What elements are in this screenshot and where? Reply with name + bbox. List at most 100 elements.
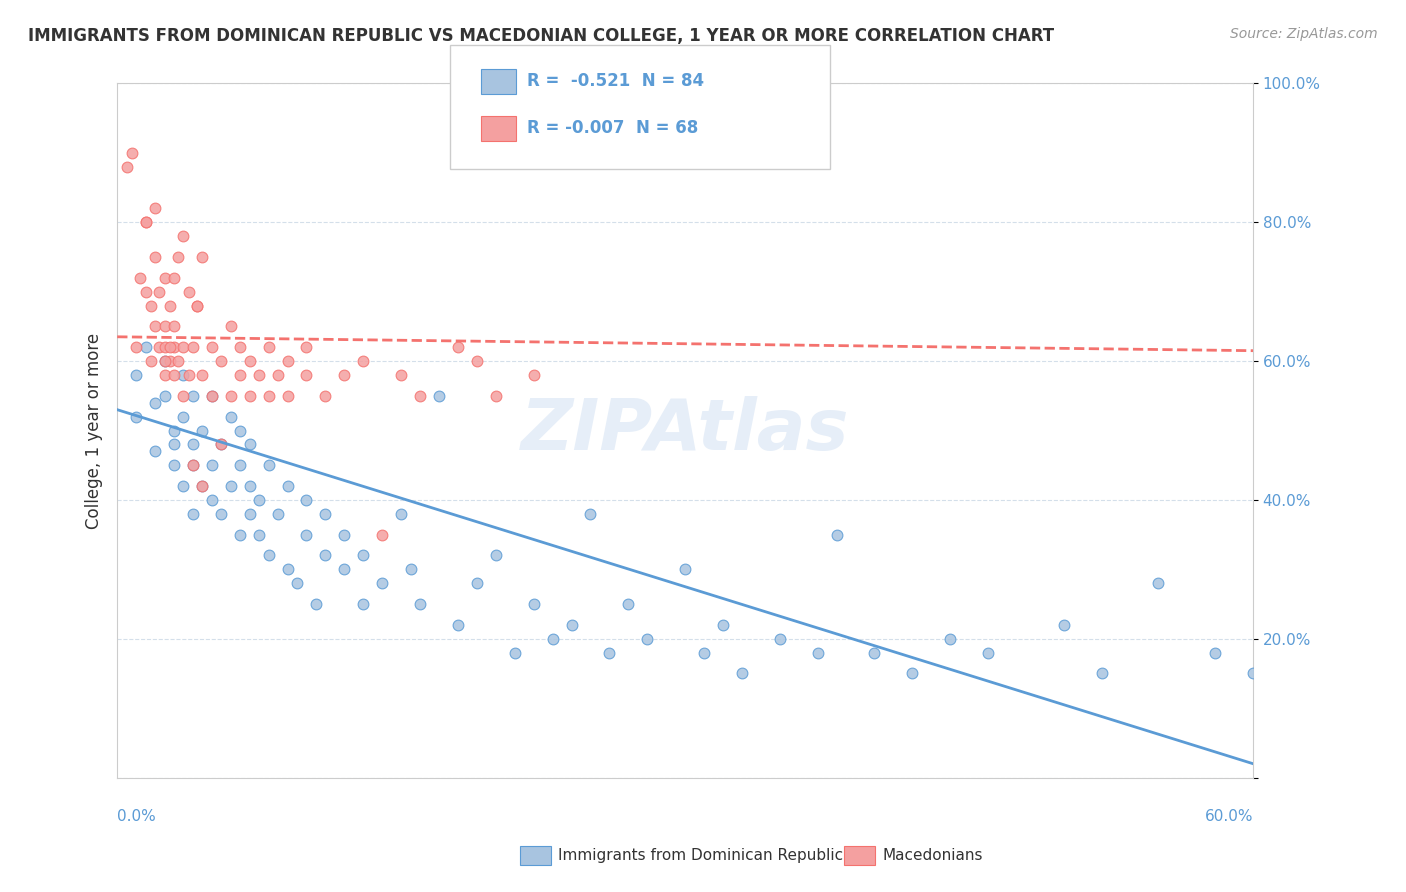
Point: [863, 646, 886, 660]
Point: [153, 319, 176, 334]
Point: [219, 409, 242, 424]
Point: [172, 389, 194, 403]
Point: [153, 389, 176, 403]
Point: [352, 597, 374, 611]
Point: [352, 549, 374, 563]
Text: ZIPAtlas: ZIPAtlas: [520, 396, 849, 465]
Point: [939, 632, 962, 646]
Point: [181, 458, 204, 473]
Point: [219, 319, 242, 334]
Point: [201, 389, 224, 403]
Point: [285, 576, 308, 591]
Point: [159, 299, 181, 313]
Point: [181, 507, 204, 521]
Point: [125, 409, 148, 424]
Point: [247, 492, 270, 507]
Point: [201, 389, 224, 403]
Point: [148, 340, 170, 354]
Point: [181, 389, 204, 403]
Point: [769, 632, 792, 646]
Point: [485, 389, 508, 403]
Point: [314, 507, 336, 521]
Point: [267, 507, 290, 521]
Point: [617, 597, 640, 611]
Point: [115, 160, 138, 174]
Point: [186, 299, 208, 313]
Point: [191, 250, 214, 264]
Point: [1053, 618, 1076, 632]
Point: [191, 479, 214, 493]
Point: [295, 340, 318, 354]
Point: [977, 646, 1000, 660]
Point: [141, 354, 163, 368]
Point: [523, 368, 546, 382]
Point: [153, 340, 176, 354]
Point: [163, 437, 186, 451]
Point: [135, 215, 157, 229]
Point: [277, 479, 299, 493]
Point: [125, 368, 148, 382]
Point: [191, 368, 214, 382]
Point: [711, 618, 734, 632]
Point: [731, 666, 754, 681]
Point: [1204, 646, 1226, 660]
Point: [135, 340, 157, 354]
Point: [229, 340, 252, 354]
Point: [352, 354, 374, 368]
Point: [447, 618, 470, 632]
Point: [673, 562, 696, 576]
Point: [163, 270, 186, 285]
Point: [257, 340, 280, 354]
Point: [409, 597, 432, 611]
Point: [1299, 687, 1322, 701]
Point: [179, 368, 201, 382]
Point: [1090, 666, 1112, 681]
Point: [191, 479, 214, 493]
Point: [143, 202, 166, 216]
Text: IMMIGRANTS FROM DOMINICAN REPUBLIC VS MACEDONIAN COLLEGE, 1 YEAR OR MORE CORRELA: IMMIGRANTS FROM DOMINICAN REPUBLIC VS MA…: [28, 27, 1054, 45]
Point: [229, 458, 252, 473]
Point: [172, 368, 194, 382]
Point: [277, 389, 299, 403]
Point: [181, 437, 204, 451]
Point: [277, 354, 299, 368]
Point: [186, 299, 208, 313]
Point: [153, 270, 176, 285]
Point: [163, 319, 186, 334]
Point: [143, 250, 166, 264]
Point: [201, 492, 224, 507]
Point: [219, 479, 242, 493]
Point: [172, 229, 194, 244]
Point: [333, 368, 356, 382]
Point: [257, 458, 280, 473]
Point: [181, 340, 204, 354]
Point: [239, 437, 262, 451]
Point: [201, 340, 224, 354]
Point: [447, 340, 470, 354]
Point: [163, 340, 186, 354]
Point: [560, 618, 582, 632]
Point: [399, 562, 422, 576]
Point: [541, 632, 564, 646]
Point: [163, 424, 186, 438]
Text: 0.0%: 0.0%: [117, 809, 156, 824]
Point: [636, 632, 658, 646]
Point: [427, 389, 450, 403]
Point: [371, 527, 394, 541]
Point: [143, 444, 166, 458]
Point: [229, 527, 252, 541]
Point: [209, 437, 232, 451]
Point: [314, 549, 336, 563]
Text: R =  -0.521  N = 84: R = -0.521 N = 84: [527, 72, 704, 90]
Point: [314, 389, 336, 403]
Point: [209, 354, 232, 368]
Text: R = -0.007  N = 68: R = -0.007 N = 68: [527, 120, 699, 137]
Point: [389, 507, 412, 521]
Point: [465, 354, 488, 368]
Point: [239, 389, 262, 403]
Point: [305, 597, 328, 611]
Point: [148, 285, 170, 299]
Point: [1279, 632, 1302, 646]
Point: [277, 562, 299, 576]
Point: [523, 597, 546, 611]
